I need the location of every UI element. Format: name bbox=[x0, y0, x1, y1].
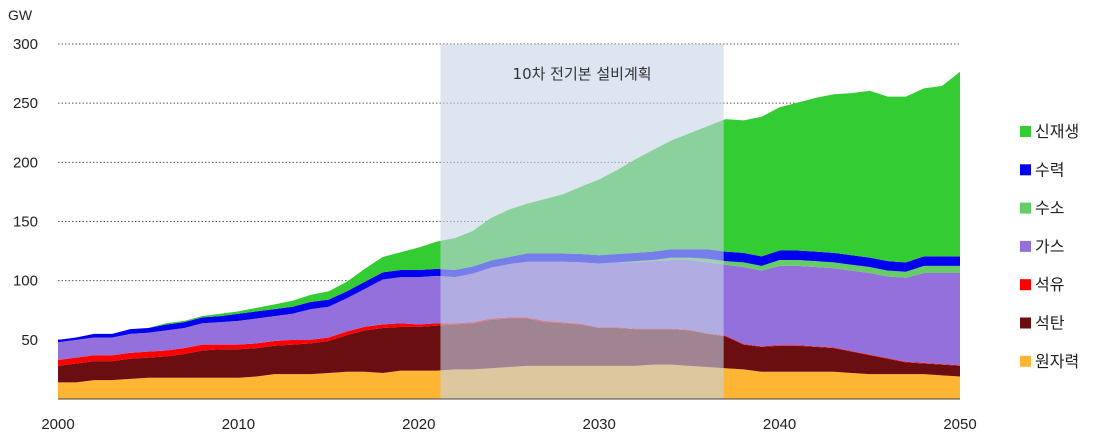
plan-period-label: 10차 전기본 설비계획 bbox=[513, 65, 652, 83]
y-tick-label: 150 bbox=[13, 214, 38, 231]
y-tick-label: 250 bbox=[13, 95, 38, 112]
legend-swatch bbox=[1020, 202, 1031, 214]
plan-period-shading bbox=[440, 44, 724, 399]
legend-label: 석유 bbox=[1035, 275, 1064, 294]
y-axis-unit-label: GW bbox=[8, 7, 33, 23]
y-tick-label: 200 bbox=[13, 154, 38, 171]
legend-swatch bbox=[1020, 240, 1031, 252]
y-axis-ticks: 50 100 150 200 250 300 bbox=[13, 36, 38, 349]
legend-swatch bbox=[1020, 355, 1031, 367]
area-수력 bbox=[58, 249, 960, 343]
legend-label: 석탄 bbox=[1035, 314, 1065, 333]
x-tick-label: 2000 bbox=[41, 416, 74, 433]
x-tick-label: 2010 bbox=[222, 416, 255, 433]
y-tick-label: 300 bbox=[13, 36, 38, 53]
x-tick-label: 2030 bbox=[583, 416, 616, 433]
legend-label: 수소 bbox=[1035, 199, 1064, 218]
legend-label: 가스 bbox=[1035, 237, 1064, 256]
y-tick-label: 100 bbox=[13, 273, 38, 290]
legend-label: 수력 bbox=[1035, 160, 1064, 179]
plan-period-band: 10차 전기본 설비계획 bbox=[440, 44, 724, 399]
area-신재생 bbox=[58, 71, 960, 340]
y-tick-label: 50 bbox=[21, 332, 38, 349]
legend-swatch bbox=[1020, 279, 1031, 291]
legend-label: 신재생 bbox=[1035, 122, 1079, 141]
x-tick-label: 2040 bbox=[763, 416, 796, 433]
legend-swatch bbox=[1020, 126, 1031, 137]
legend-label: 원자력 bbox=[1035, 352, 1079, 371]
x-tick-label: 2050 bbox=[943, 416, 976, 433]
legend-swatch bbox=[1020, 317, 1031, 329]
x-axis-ticks: 2000 2010 2020 2030 2040 2050 bbox=[41, 416, 976, 433]
x-tick-label: 2020 bbox=[402, 416, 435, 433]
legend-swatch bbox=[1020, 164, 1031, 176]
